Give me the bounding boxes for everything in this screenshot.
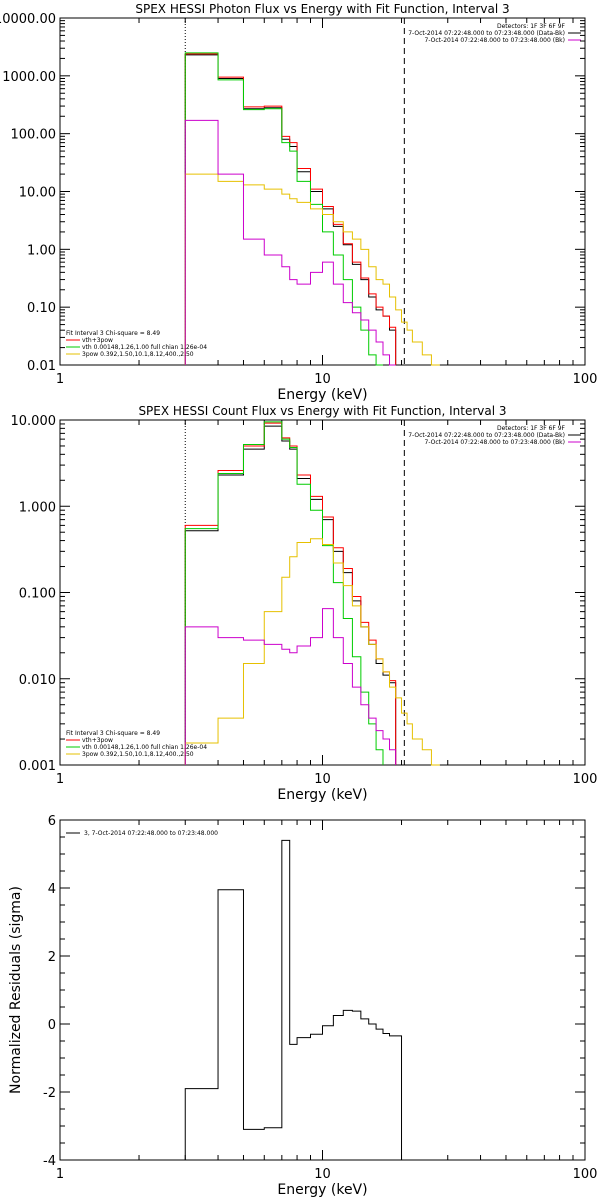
y-tick-label: 0.100 — [19, 587, 56, 602]
y-tick-label: -4 — [43, 1154, 56, 1169]
plot-panel-3: 1 10 100 Energy (keV) -4 -2 0 2 4 6 Normalized Res… — [8, 814, 597, 1198]
series-data-bk — [184, 425, 397, 765]
x-axis-label: Energy (keV) — [277, 387, 367, 403]
series-vth-3pow — [184, 422, 397, 765]
y-tick-label: 4 — [48, 882, 56, 897]
y-axis-label: Normalized Residuals (sigma) — [8, 886, 24, 1094]
legend-bottom-entry: vth 0.00148,1.26,1.00 full chian 1.26e-0… — [82, 744, 207, 751]
series-bk — [184, 119, 396, 366]
legend-bottom-entry: Fit Interval 3 Chi-square = 8.49 — [66, 330, 160, 337]
legend-top-entry: Detectors: 1F 3F 6F 9F — [497, 425, 566, 432]
series-data-bk — [184, 54, 397, 365]
series-3pow — [184, 538, 440, 766]
legend-top-entry: 7-Oct-2014 07:22:48.000 to 07:23:48.000 … — [425, 37, 566, 44]
series-bk — [184, 608, 397, 765]
y-tick-label: 6 — [48, 814, 56, 829]
legend-bottom-entry: 3pow 0.392,1.50,10.1,8.12,400.,2.50 — [82, 751, 194, 758]
y-tick-label: 1.00 — [27, 243, 56, 258]
y-tick-label: 10.00 — [19, 186, 56, 201]
x-tick-label: 1 — [56, 1167, 64, 1182]
y-tick-label: 10.000 — [11, 414, 57, 429]
x-tick-label: 10 — [314, 772, 331, 787]
series-3pow — [184, 173, 440, 366]
x-tick-label: 1 — [56, 372, 64, 387]
y-tick-label: 1.000 — [19, 500, 56, 515]
y-tick-label: 1000.00 — [2, 70, 56, 85]
series-3-7-oct-2014-07-22-48-000-to-07-23-48-000 — [184, 839, 403, 1160]
plot-frame — [59, 419, 586, 766]
legend-top-entry: 7-Oct-2014 07:22:48.000 to 07:23:48.000 … — [408, 432, 565, 439]
series-vth — [184, 52, 383, 366]
legend-entry: 3, 7-Oct-2014 07:22:48.000 to 07:23:48.0… — [84, 830, 218, 837]
y-tick-label: 0.010 — [19, 673, 56, 688]
plot-panel-2: SPEX HESSI Count Flux vs Energy with Fit… — [11, 404, 598, 803]
legend-bottom-entry: 3pow 0.392,1.50,10.1,8.12,400.,2.50 — [82, 351, 194, 358]
y-tick-label: 100.00 — [11, 128, 57, 143]
legend-bottom-entry: vth+3pow — [82, 337, 113, 344]
x-tick-label: 10 — [314, 372, 331, 387]
y-tick-label: -2 — [43, 1086, 56, 1101]
x-axis-label: Energy (keV) — [277, 1182, 367, 1198]
plot-title: SPEX HESSI Photon Flux vs Energy with Fi… — [135, 2, 509, 16]
legend-bottom-entry: Fit Interval 3 Chi-square = 8.49 — [66, 730, 160, 737]
legend-bottom-entry: vth+3pow — [82, 737, 113, 744]
x-tick-label: 100 — [573, 772, 598, 787]
x-tick-label: 1 — [56, 772, 64, 787]
y-tick-label: 0.001 — [19, 759, 56, 774]
y-tick-label: 2 — [48, 950, 56, 965]
y-tick-label: 10000.00 — [0, 12, 56, 27]
x-tick-label: 10 — [314, 1167, 331, 1182]
series-vth — [184, 421, 384, 765]
y-tick-label: 0 — [48, 1018, 56, 1033]
series-vth-3pow — [184, 53, 397, 365]
legend-top-entry: 7-Oct-2014 07:22:48.000 to 07:23:48.000 … — [425, 439, 566, 446]
x-axis-label: Energy (keV) — [277, 787, 367, 803]
legend-top-entry: 7-Oct-2014 07:22:48.000 to 07:23:48.000 … — [408, 30, 565, 37]
x-tick-label: 100 — [573, 1167, 598, 1182]
x-tick-label: 100 — [573, 372, 598, 387]
plot-frame — [59, 819, 586, 1161]
y-tick-label: 0.01 — [27, 359, 56, 374]
legend-top-entry: Detectors: 1F 3F 6F 9F — [497, 23, 566, 30]
y-tick-label: 0.10 — [27, 301, 56, 316]
plot-panel-1: SPEX HESSI Photon Flux vs Energy with Fi… — [0, 2, 597, 403]
legend-bottom-entry: vth 0.00148,1.26,1.00 full chian 1.26e-0… — [82, 344, 207, 351]
plot-title: SPEX HESSI Count Flux vs Energy with Fit… — [138, 404, 506, 418]
